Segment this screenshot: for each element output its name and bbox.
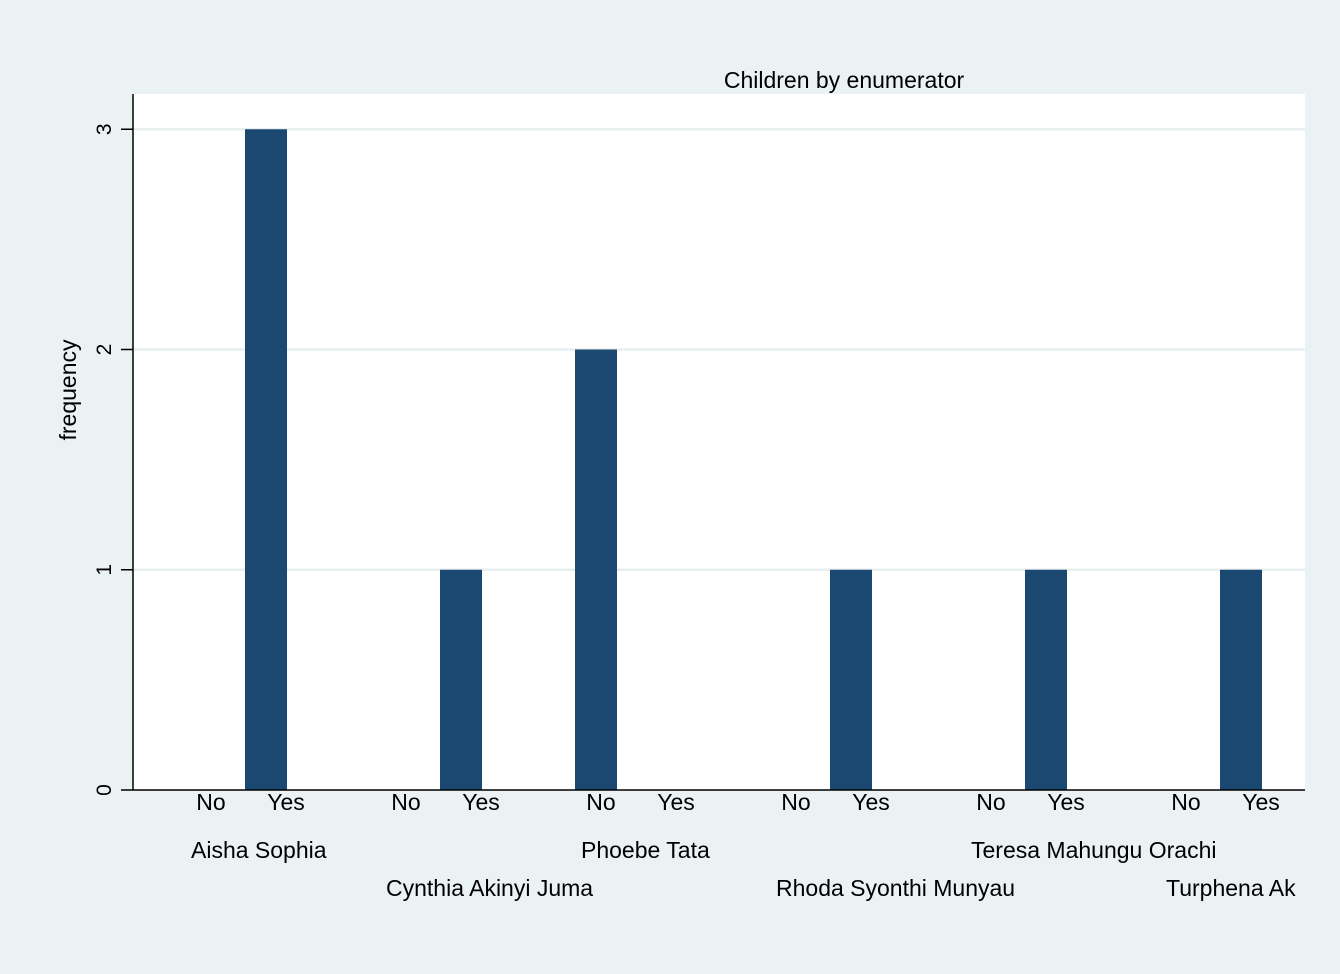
subcategory-label: No	[196, 789, 225, 815]
bar	[245, 129, 287, 791]
chart-title: Children by enumerator	[724, 67, 965, 93]
y-ticks: 0 1 2 3	[93, 123, 133, 796]
subcategory-label: Yes	[267, 789, 305, 815]
bar	[1025, 569, 1067, 790]
subcategory-label: Yes	[462, 789, 500, 815]
bars	[245, 129, 1262, 791]
bar	[1220, 569, 1262, 790]
subcategory-label: No	[1171, 789, 1200, 815]
subcategory-label: Yes	[1242, 789, 1280, 815]
y-tick-label: 1	[93, 564, 116, 576]
y-tick-label: 2	[93, 344, 116, 356]
group-label: Aisha Sophia	[191, 837, 327, 863]
group-label: Phoebe Tata	[581, 837, 710, 863]
y-axis-label: frequency	[55, 339, 81, 441]
plot-area	[133, 94, 1305, 790]
bar	[575, 349, 617, 790]
subcategory-label: Yes	[852, 789, 890, 815]
bar	[440, 569, 482, 790]
subcategory-label: No	[976, 789, 1005, 815]
subcategory-label: Yes	[657, 789, 695, 815]
group-label: Cynthia Akinyi Juma	[386, 875, 593, 901]
group-label: Turphena Ak	[1166, 875, 1296, 901]
y-tick-label: 3	[93, 123, 116, 135]
x-labels: No Yes Aisha Sophia No Yes Cynthia Akinyi Jum…	[191, 789, 1296, 901]
group-label: Rhoda Syonthi Munyau	[776, 875, 1015, 901]
y-tick-label: 0	[93, 784, 116, 796]
subcategory-label: Yes	[1047, 789, 1085, 815]
group-label: Teresa Mahungu Orachi	[971, 837, 1216, 863]
subcategory-label: No	[391, 789, 420, 815]
subcategory-label: No	[586, 789, 615, 815]
bar	[830, 569, 872, 790]
gridlines	[133, 127, 1305, 571]
subcategory-label: No	[781, 789, 810, 815]
